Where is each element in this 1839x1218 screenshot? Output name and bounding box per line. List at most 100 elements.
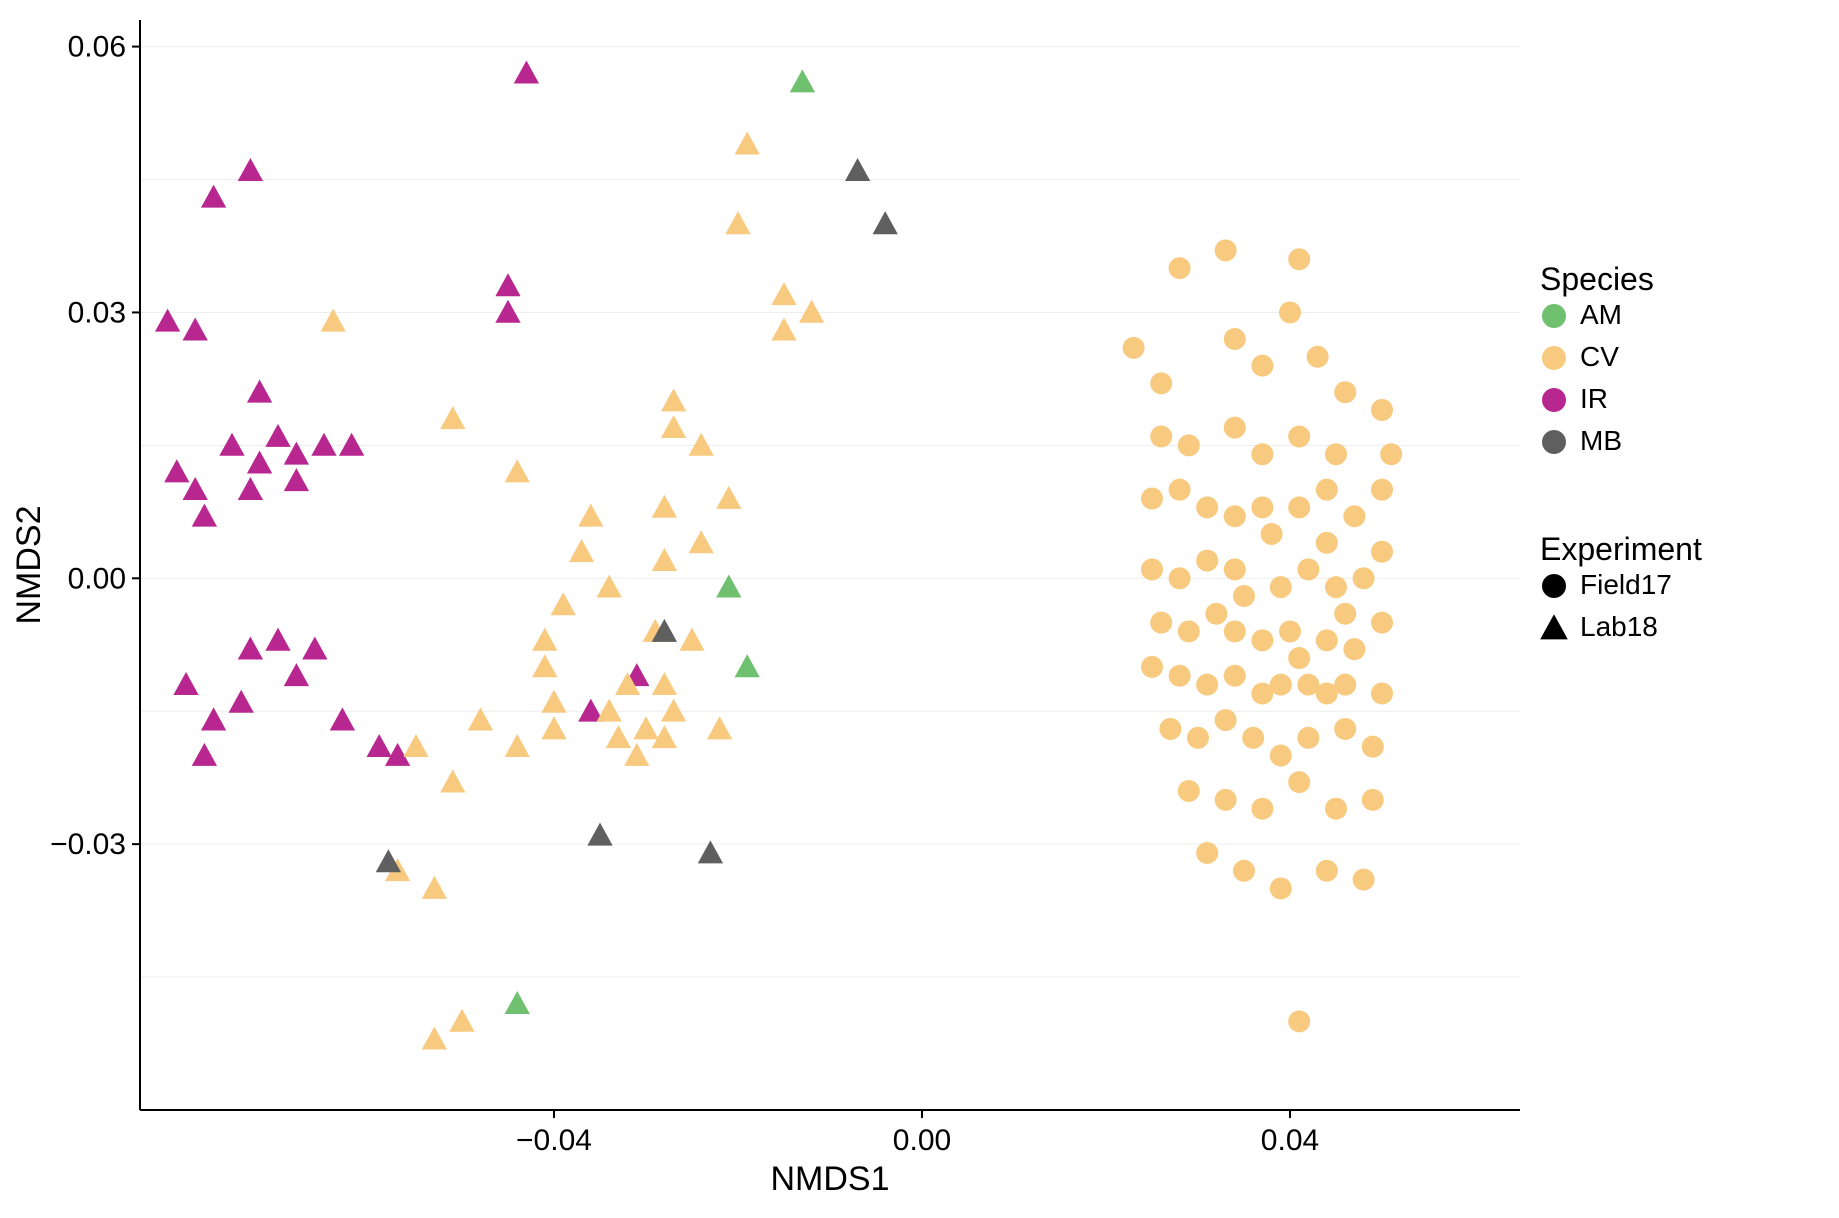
data-point	[1362, 789, 1384, 811]
data-point	[1270, 877, 1292, 899]
legend-experiment-label: Field17	[1580, 569, 1672, 600]
data-point	[1169, 257, 1191, 279]
data-point	[1224, 505, 1246, 527]
data-point	[1371, 479, 1393, 501]
data-point	[1371, 541, 1393, 563]
data-point	[1169, 567, 1191, 589]
data-point	[1279, 620, 1301, 642]
data-point	[1224, 328, 1246, 350]
data-point	[1362, 736, 1384, 758]
data-point	[1343, 505, 1365, 527]
data-point	[1251, 355, 1273, 377]
data-point	[1224, 665, 1246, 687]
x-tick-label: 0.04	[1261, 1124, 1319, 1157]
data-point	[1251, 798, 1273, 820]
data-point	[1205, 603, 1227, 625]
data-point	[1178, 780, 1200, 802]
data-point	[1261, 523, 1283, 545]
y-tick-label: 0.00	[68, 562, 126, 595]
y-tick-label: −0.03	[50, 828, 126, 861]
legend-species-title: Species	[1540, 261, 1654, 297]
data-point	[1334, 381, 1356, 403]
x-axis-title: NMDS1	[770, 1160, 889, 1198]
data-point	[1316, 629, 1338, 651]
legend-experiment-title: Experiment	[1540, 531, 1702, 567]
data-point	[1353, 869, 1375, 891]
data-point	[1196, 842, 1218, 864]
data-point	[1371, 682, 1393, 704]
data-point	[1288, 771, 1310, 793]
legend-species-label: IR	[1580, 383, 1608, 414]
data-point	[1371, 612, 1393, 634]
data-point	[1325, 798, 1347, 820]
data-point	[1215, 709, 1237, 731]
data-point	[1224, 558, 1246, 580]
y-axis-title: NMDS2	[10, 505, 48, 624]
data-point	[1343, 638, 1365, 660]
data-point	[1270, 745, 1292, 767]
data-point	[1380, 443, 1402, 465]
legend-swatch-circle	[1542, 304, 1566, 328]
x-tick-label: −0.04	[516, 1124, 592, 1157]
data-point	[1316, 479, 1338, 501]
data-point	[1353, 567, 1375, 589]
data-point	[1288, 496, 1310, 518]
data-point	[1178, 434, 1200, 456]
data-point	[1334, 603, 1356, 625]
data-point	[1196, 550, 1218, 572]
data-point	[1233, 585, 1255, 607]
data-point	[1325, 576, 1347, 598]
data-point	[1178, 620, 1200, 642]
data-point	[1334, 674, 1356, 696]
data-point	[1316, 532, 1338, 554]
data-point	[1196, 496, 1218, 518]
legend-species-label: CV	[1580, 341, 1619, 372]
data-point	[1297, 558, 1319, 580]
data-point	[1150, 612, 1172, 634]
legend-swatch-circle	[1542, 430, 1566, 454]
data-point	[1316, 860, 1338, 882]
data-point	[1141, 656, 1163, 678]
data-point	[1123, 337, 1145, 359]
data-point	[1215, 239, 1237, 261]
y-tick-label: 0.06	[68, 31, 126, 64]
data-point	[1141, 558, 1163, 580]
data-point	[1270, 674, 1292, 696]
nmds-scatter-chart: −0.04 0.00 0.04 −0.03 0.00 0.03 0.06 NMDS1 NMDS2…	[0, 0, 1839, 1218]
data-point	[1224, 620, 1246, 642]
data-point	[1270, 576, 1292, 598]
x-tick-label: 0.00	[893, 1124, 951, 1157]
legend-species-label: MB	[1580, 425, 1622, 456]
data-point	[1288, 1010, 1310, 1032]
data-point	[1251, 443, 1273, 465]
data-point	[1224, 417, 1246, 439]
data-point	[1233, 860, 1255, 882]
data-point	[1196, 674, 1218, 696]
data-point	[1169, 665, 1191, 687]
data-point	[1141, 488, 1163, 510]
legend-swatch-circle	[1542, 574, 1566, 598]
data-point	[1325, 443, 1347, 465]
data-point	[1288, 426, 1310, 448]
legend-swatch-circle	[1542, 346, 1566, 370]
data-point	[1288, 248, 1310, 270]
data-point	[1279, 301, 1301, 323]
data-point	[1242, 727, 1264, 749]
legend-swatch-circle	[1542, 388, 1566, 412]
y-tick-label: 0.03	[68, 296, 126, 329]
chart-svg: −0.04 0.00 0.04 −0.03 0.00 0.03 0.06 NMDS1 NMDS2…	[0, 0, 1839, 1218]
legend-experiment-label: Lab18	[1580, 611, 1658, 642]
data-point	[1297, 727, 1319, 749]
data-point	[1334, 718, 1356, 740]
data-point	[1150, 426, 1172, 448]
data-point	[1215, 789, 1237, 811]
data-point	[1307, 346, 1329, 368]
data-point	[1251, 629, 1273, 651]
data-point	[1251, 496, 1273, 518]
data-point	[1288, 647, 1310, 669]
data-point	[1187, 727, 1209, 749]
data-point	[1150, 372, 1172, 394]
legend-species-label: AM	[1580, 299, 1622, 330]
data-point	[1159, 718, 1181, 740]
data-point	[1371, 399, 1393, 421]
